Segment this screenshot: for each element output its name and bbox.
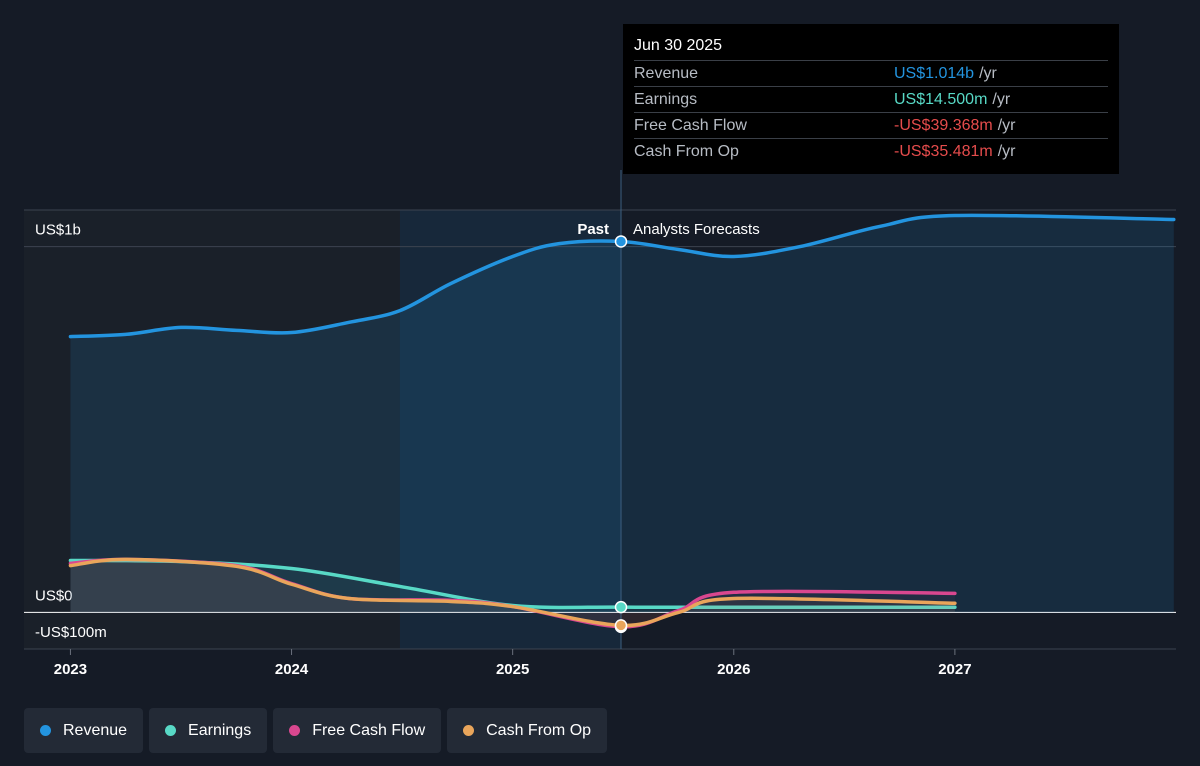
legend: Revenue Earnings Free Cash Flow Cash From O…: [24, 708, 608, 753]
tooltip-row: Free Cash Flow -US$39.368m/yr: [634, 112, 1108, 138]
legend-item[interactable]: Free Cash Flow: [273, 708, 442, 753]
series-area: [70, 559, 955, 627]
forecast-label: Analysts Forecasts: [633, 221, 760, 238]
x-tick-label: 2024: [275, 661, 309, 678]
tooltip-name: Revenue: [634, 64, 699, 82]
x-tick-label: 2025: [496, 661, 529, 678]
point-marker: [614, 619, 628, 632]
legend-label: Earnings: [188, 721, 252, 739]
series-area: [70, 215, 1174, 613]
point-marker: [614, 235, 628, 248]
legend-swatch: [40, 725, 51, 736]
tooltip-unit: /yr: [979, 64, 997, 82]
tooltip-value: -US$39.368m: [894, 116, 993, 134]
point-marker: [614, 600, 628, 614]
y-tick-label: -US$100m: [35, 624, 107, 641]
legend-item[interactable]: Cash From Op: [447, 708, 608, 753]
x-tick-label: 2026: [717, 661, 750, 678]
y-tick-label: US$0: [35, 587, 73, 604]
legend-label: Revenue: [63, 721, 128, 739]
legend-swatch: [289, 725, 301, 736]
tooltip: Jun 30 2025 Revenue US$1.014b/yr Earnings U…: [623, 24, 1119, 174]
tooltip-row: Earnings US$14.500m/yr: [634, 86, 1108, 112]
series-area: [70, 559, 955, 626]
legend-item[interactable]: Revenue: [24, 708, 144, 753]
tooltip-name: Cash From Op: [634, 142, 739, 160]
x-tick-label: 2023: [54, 661, 87, 678]
recent-highlight: [399, 210, 622, 649]
chart: -US$100m US$0 US$1b 2023 2024 2025 2026 2027 Pas…: [24, 170, 1176, 678]
legend-swatch: [165, 725, 177, 736]
tooltip-row: Cash From Op -US$35.481m/yr: [634, 138, 1108, 164]
series-area: [70, 560, 955, 613]
past-label: Past: [577, 221, 609, 238]
tooltip-unit: /yr: [992, 90, 1011, 108]
series-line: [68, 213, 1176, 339]
series-line: [68, 557, 957, 628]
tooltip-value: US$1.014b: [894, 64, 975, 82]
tooltip-name: Earnings: [634, 90, 698, 108]
tooltip-unit: /yr: [997, 116, 1016, 134]
legend-label: Cash From Op: [486, 721, 592, 739]
tooltip-title: Jun 30 2025: [634, 37, 723, 54]
y-tick-label: US$1b: [35, 222, 81, 239]
x-tick-label: 2027: [938, 661, 971, 678]
tooltip-value: -US$35.481m: [894, 142, 993, 160]
legend-swatch: [463, 725, 475, 736]
tooltip-name: Free Cash Flow: [634, 116, 747, 134]
tooltip-row: Revenue US$1.014b/yr: [634, 60, 1108, 86]
legend-item[interactable]: Earnings: [149, 708, 268, 753]
legend-label: Free Cash Flow: [312, 721, 426, 739]
tooltip-value: US$14.500m: [894, 90, 988, 108]
tooltip-unit: /yr: [997, 142, 1016, 160]
